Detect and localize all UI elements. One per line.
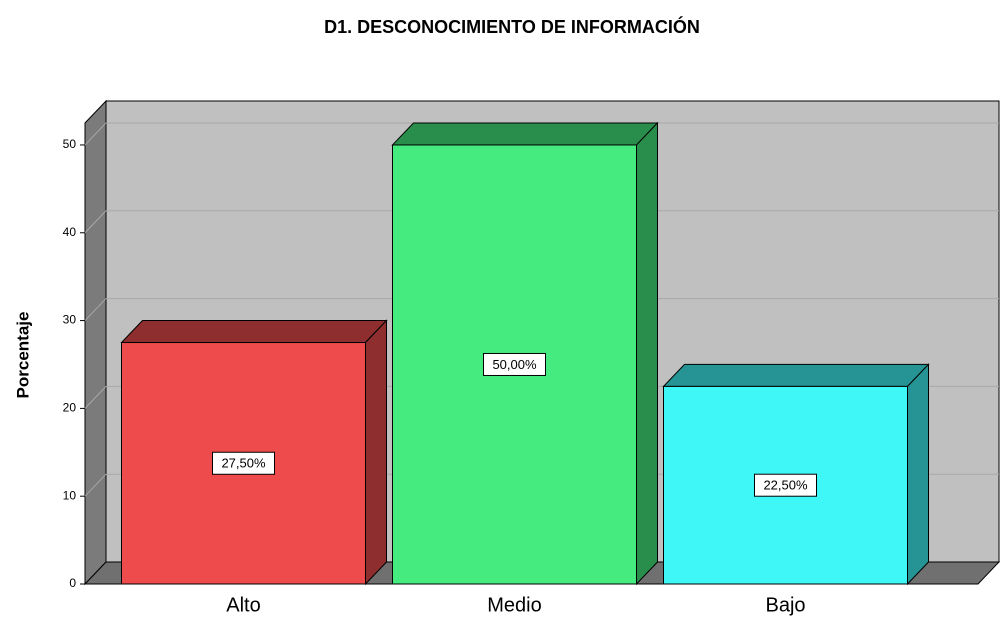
bar-top (391, 122, 659, 146)
grid-line-side (84, 298, 107, 321)
bar-top (662, 363, 930, 387)
y-tick-label: 40 (63, 225, 77, 239)
grid-line-side (84, 473, 107, 497)
y-axis-label: Porcentaje (13, 312, 32, 399)
value-label: 22,50% (763, 478, 808, 493)
grid-line-side (84, 210, 107, 234)
y-tick-label: 0 (69, 576, 76, 590)
value-label: 50,00% (492, 357, 537, 372)
value-label: 27,50% (221, 456, 266, 471)
y-tick-label: 50 (63, 137, 77, 151)
bar-side (365, 319, 387, 586)
y-tick-label: 20 (63, 401, 77, 415)
value-label-box (483, 352, 546, 376)
x-tick-label: Medio (487, 594, 541, 616)
y-tick-label: 30 (63, 313, 77, 327)
value-label-box (754, 473, 817, 497)
bar-top (120, 320, 388, 344)
chart-title: D1. DESCONOCIMIENTO DE INFORMACIÓN (324, 16, 700, 37)
bar-side (636, 121, 658, 586)
grid-line-side (84, 122, 107, 146)
value-label-box (212, 451, 275, 475)
bar-side (907, 363, 929, 586)
y-tick-label: 10 (63, 488, 77, 502)
x-tick-label: Alto (226, 594, 260, 616)
x-tick-label: Bajo (765, 594, 805, 616)
grid-line-side (84, 386, 107, 409)
left-wall (84, 99, 107, 586)
